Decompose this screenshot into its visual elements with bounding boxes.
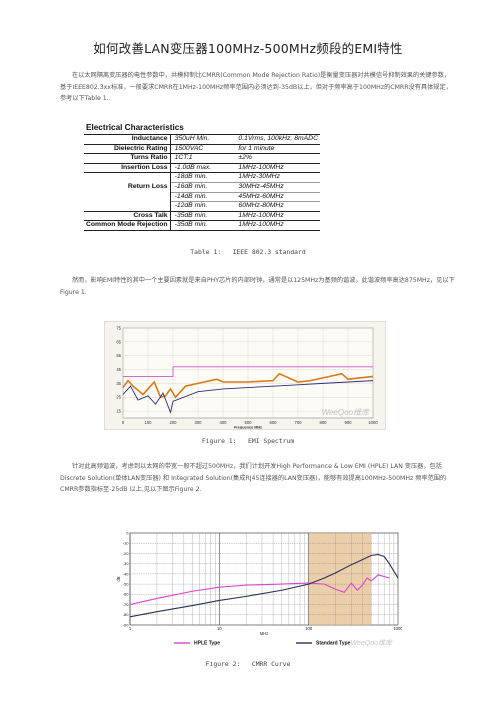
x-tick-label: 100 bbox=[305, 626, 313, 631]
row-condition: 30MHz-45MHz bbox=[224, 182, 320, 193]
row-condition: 1MHz-100MHz bbox=[224, 211, 320, 222]
series-line bbox=[122, 372, 374, 399]
paragraph-intro: 在以太网隔离变压器的电性参数中，共模抑制比CMRR(Common Mode Re… bbox=[60, 72, 452, 103]
y-tick-label: -20 bbox=[123, 551, 130, 556]
x-tick-label: 600 bbox=[270, 420, 278, 425]
electrical-characteristics-table: Electrical Characteristics Inductance 35… bbox=[82, 119, 320, 237]
x-tick-label: 700 bbox=[295, 420, 303, 425]
row-label bbox=[84, 172, 171, 183]
x-tick-label: 400 bbox=[220, 420, 228, 425]
row-value: -35dB min. bbox=[170, 211, 225, 222]
series-line bbox=[129, 574, 390, 606]
table-row: Inductance 350uH Min. 0.1Vrms, 100kHz, 8… bbox=[84, 134, 320, 145]
row-label: Cross Talk bbox=[84, 211, 171, 222]
row-value: 350uH Min. bbox=[170, 134, 225, 145]
y-tick-label: -50 bbox=[123, 582, 130, 587]
row-value: -12dB min. bbox=[170, 201, 225, 212]
series-line bbox=[129, 553, 399, 618]
y-tick-label: -30 bbox=[123, 561, 130, 566]
x-tick-label: 200 bbox=[170, 420, 178, 425]
row-value: 1CT:1 bbox=[170, 153, 225, 164]
y-axis-label: dB bbox=[116, 576, 121, 581]
y-tick-label: 45 bbox=[116, 367, 121, 372]
table-row: -14dB min. 45MHz-60MHz bbox=[84, 192, 320, 203]
paragraph-hple: 针对此高频谐波，考虑到以太网的带宽一般不超过500MHz，我们计划开发High … bbox=[60, 463, 447, 494]
figure1-caption: Figure 1: EMI Spectrum bbox=[201, 437, 295, 445]
x-tick-label: 500 bbox=[245, 420, 253, 425]
figure2-caption: Figure 2: CMRR Curve bbox=[205, 660, 291, 668]
table-row: Insertion Loss -1.0dB max. 1MHz-100MHz bbox=[84, 163, 320, 174]
watermark: WeeQoo维库 bbox=[322, 408, 371, 417]
x-tick-label: 300 bbox=[195, 420, 203, 425]
y-tick-label: 35 bbox=[116, 381, 121, 386]
row-condition: 1MHz-100MHz bbox=[224, 220, 320, 231]
row-label: Turns Ratio bbox=[84, 153, 171, 164]
watermark: WeeQoo维库 bbox=[351, 639, 393, 647]
table-row: -18dB min. 1MHz-30MHz bbox=[84, 172, 320, 183]
row-condition: 45MHz-60MHz bbox=[224, 192, 320, 203]
table-row: -12dB min. 60MHz-80MHz bbox=[84, 201, 320, 212]
table-heading: Electrical Characteristics bbox=[86, 123, 184, 132]
row-label bbox=[84, 192, 171, 202]
table-row: Turns Ratio 1CT:1 ±2% bbox=[84, 153, 320, 164]
table-caption: Table 1: IEEE 802.3 standard bbox=[190, 248, 306, 256]
y-tick-label: 55 bbox=[116, 353, 121, 358]
x-tick-label: 1 bbox=[129, 626, 132, 631]
row-label bbox=[84, 201, 171, 212]
row-value: -1.0dB max. bbox=[170, 163, 225, 174]
row-label: Return Loss bbox=[84, 182, 171, 193]
page-title: 如何改善LAN变压器100MHz-500MHz频段的EMI特性 bbox=[93, 41, 403, 56]
row-condition: ±2% bbox=[224, 153, 320, 164]
table-row: Cross Talk -35dB min. 1MHz-100MHz bbox=[84, 211, 320, 222]
y-tick-label: 65 bbox=[116, 339, 121, 344]
row-label: Dielectric Rating bbox=[84, 144, 171, 155]
x-axis-label: MHz bbox=[260, 631, 269, 636]
x-axis-label: Frequency MHz bbox=[234, 426, 262, 430]
row-label: Insertion Loss bbox=[84, 163, 171, 174]
cmrr-curve-chart: 0 -10 -20 -30 -40 -50 -60 -70 -80 -901 10 100 1000 MH… bbox=[116, 529, 402, 655]
x-tick-label: 10 bbox=[217, 626, 222, 631]
x-tick-label: 100 bbox=[145, 420, 153, 425]
y-tick-label: -90 bbox=[123, 622, 130, 627]
row-condition: 1MHz-100MHz bbox=[224, 163, 320, 174]
row-value: -16dB min. bbox=[170, 182, 225, 193]
row-value: -14dB min. bbox=[170, 192, 225, 203]
table-row: Return Loss -16dB min. 30MHz-45MHz bbox=[84, 182, 320, 193]
y-tick-label: 0 bbox=[126, 530, 129, 535]
legend-label: HPLE Type bbox=[194, 641, 220, 647]
row-condition: for 1 minute bbox=[224, 144, 320, 155]
row-condition: 1MHz-30MHz bbox=[224, 172, 320, 183]
highlight-band bbox=[308, 533, 372, 625]
emi-spectrum-chart: 0 100 200 300 400 500 600 700 800 900 1000 75 65 55 45… bbox=[104, 321, 386, 430]
y-tick-label: -80 bbox=[123, 612, 130, 617]
series-line bbox=[123, 366, 373, 377]
x-tick-label: 1000 bbox=[393, 626, 402, 631]
row-label: Inductance bbox=[84, 134, 171, 145]
row-value: 1500VAC bbox=[170, 144, 225, 155]
y-tick-label: -60 bbox=[123, 592, 130, 597]
row-condition: 60MHz-80MHz bbox=[224, 201, 320, 212]
y-tick-label: 25 bbox=[116, 395, 121, 400]
x-tick-label: 800 bbox=[320, 420, 328, 425]
y-tick-label: 15 bbox=[116, 409, 121, 414]
spec-table: Inductance 350uH Min. 0.1Vrms, 100kHz, 8… bbox=[84, 134, 320, 231]
row-value: -35dB min. bbox=[170, 220, 225, 231]
x-tick-label: 1000 bbox=[368, 420, 378, 425]
table-row: Common Mode Rejection -35dB min. 1MHz-10… bbox=[84, 220, 320, 231]
row-label: Common Mode Rejection bbox=[84, 220, 171, 231]
y-tick-label: -10 bbox=[123, 541, 130, 546]
table-row: Dielectric Rating 1500VAC for 1 minute bbox=[84, 144, 320, 155]
x-tick-label: 0 bbox=[122, 420, 125, 425]
y-tick-label: 75 bbox=[116, 326, 121, 331]
y-tick-label: -40 bbox=[123, 571, 130, 576]
x-tick-label: 900 bbox=[345, 420, 353, 425]
paragraph-emi: 然而，影响EMI特性的其中一个主要因素就是来自PHY芯片的内部时钟，通常是以12… bbox=[60, 277, 455, 296]
y-tick-label: -70 bbox=[123, 602, 130, 607]
row-condition: 0.1Vrms, 100kHz, 8mADC bbox=[224, 134, 320, 145]
legend-label: Standard Type bbox=[316, 641, 351, 647]
series-line bbox=[122, 380, 374, 415]
row-value: -18dB min. bbox=[170, 172, 225, 183]
